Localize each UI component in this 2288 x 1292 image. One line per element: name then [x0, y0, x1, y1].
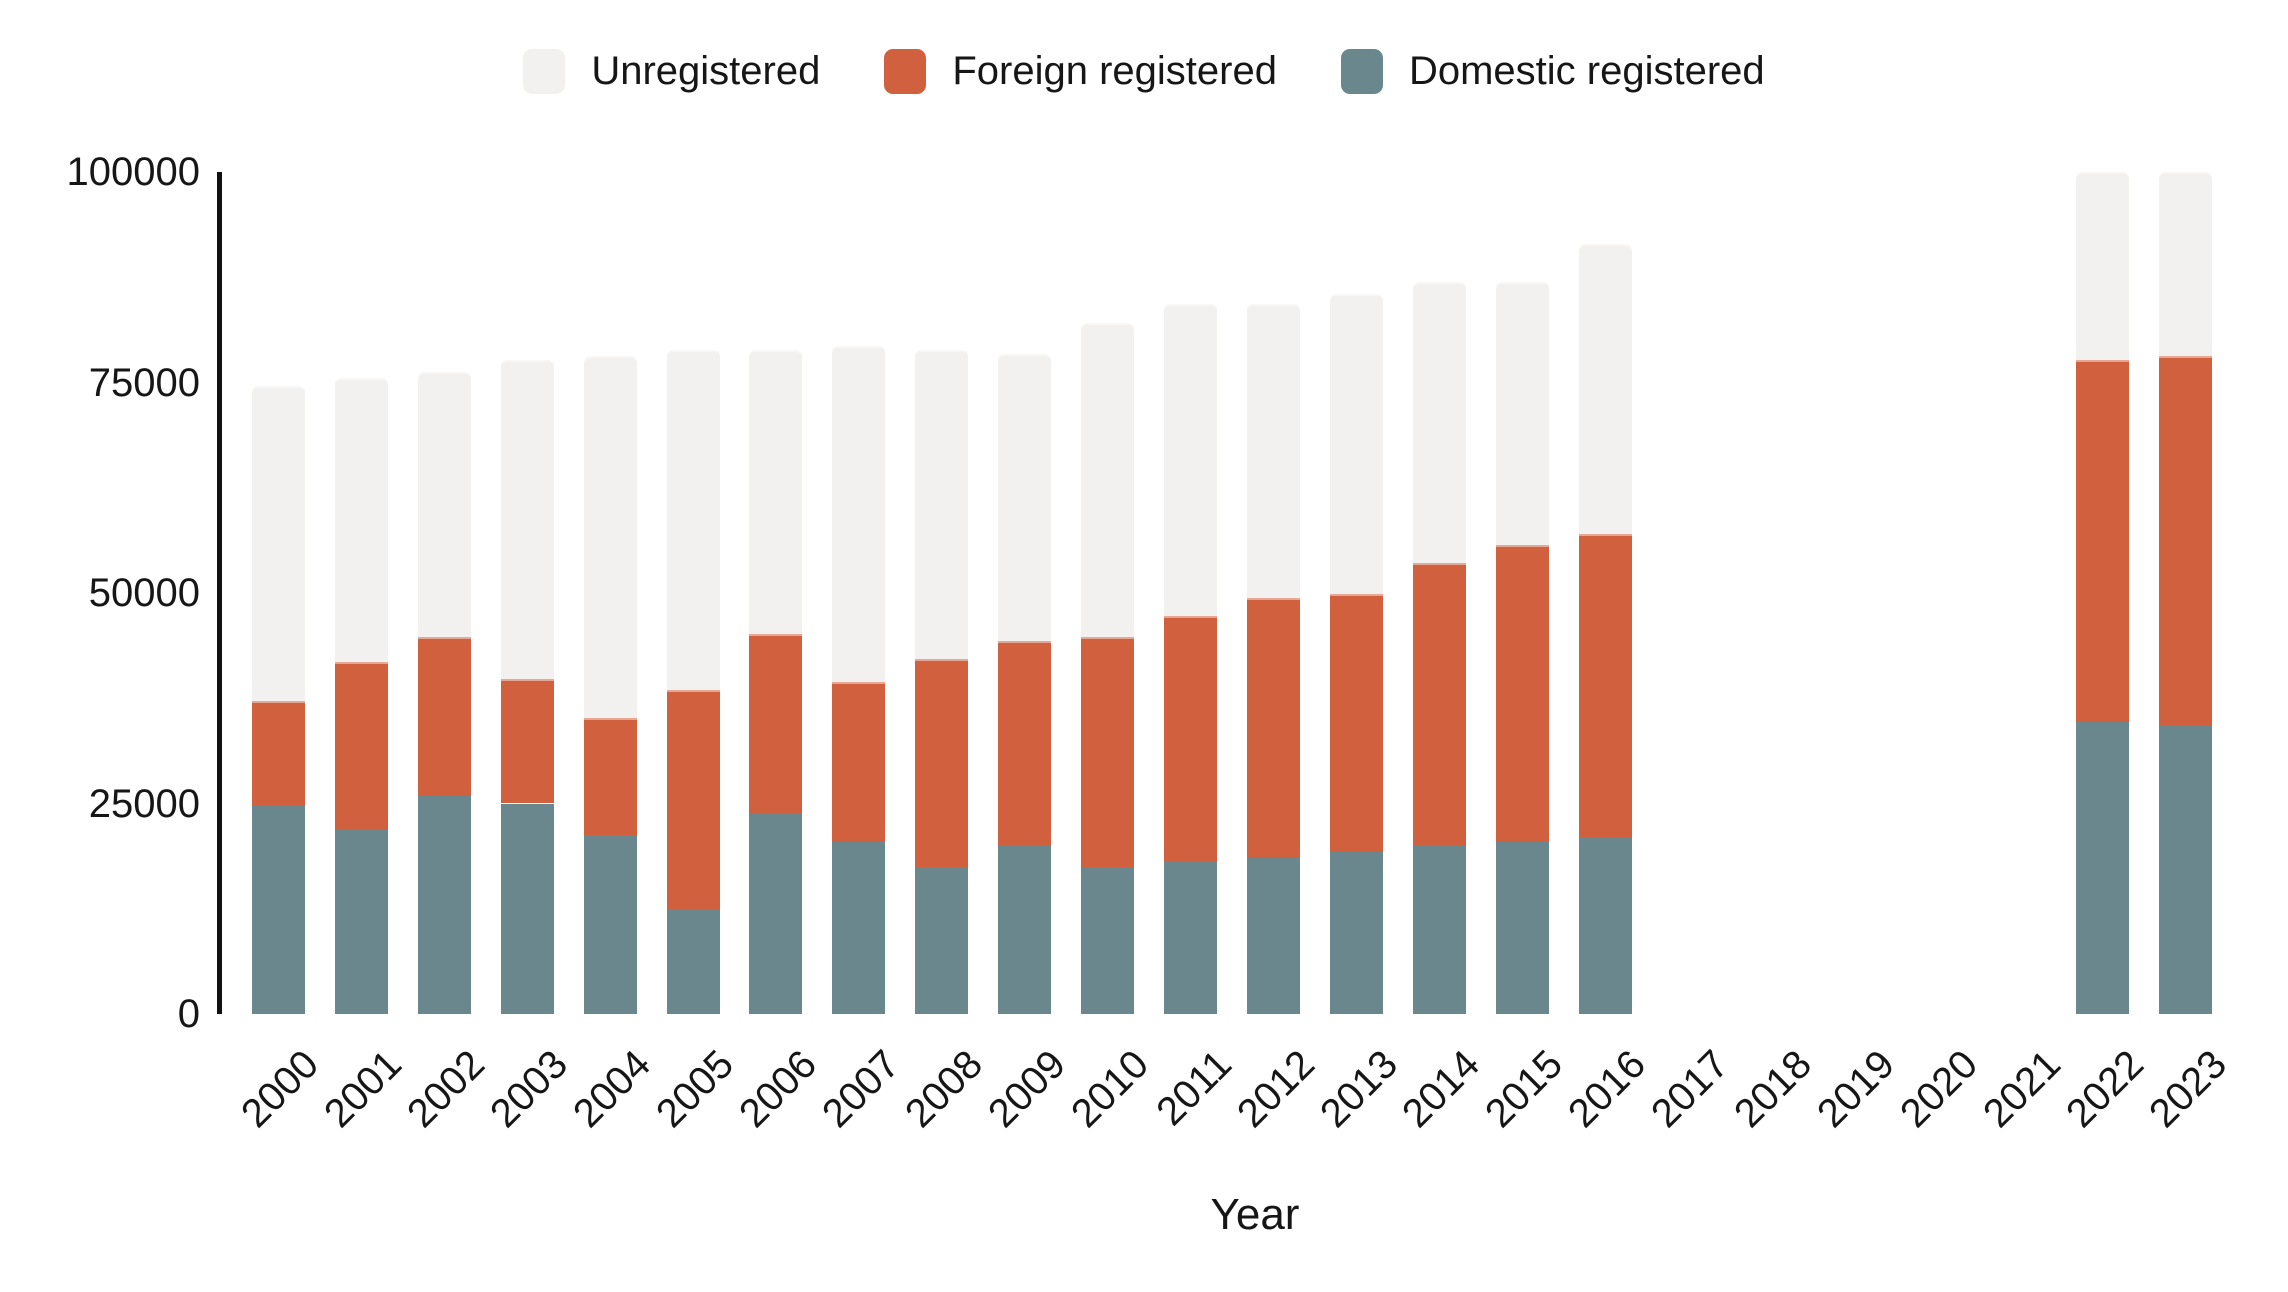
x-axis-title: Year [1210, 1190, 1300, 1239]
bar-2005-unregistered [666, 349, 720, 690]
bar-2003-domestic-registered [500, 803, 554, 1014]
bar-2015-foreign-registered [1495, 545, 1549, 843]
bar-2009-domestic-registered [998, 845, 1052, 1014]
y-tick-label-0: 0 [177, 992, 200, 1036]
legend-swatch-foreign-registered [884, 48, 927, 94]
bar-2003-unregistered [500, 359, 554, 679]
x-tick-label-2000: 2000 [233, 1042, 328, 1137]
bar-2013-domestic-registered [1330, 852, 1384, 1014]
x-tick-label-2009: 2009 [979, 1042, 1074, 1137]
bar-2022-unregistered [2076, 172, 2130, 360]
bar-2000-domestic-registered [251, 806, 305, 1014]
bar-2009-foreign-registered [998, 640, 1052, 846]
bar-2016-domestic-registered [1578, 838, 1632, 1014]
bar-2016-unregistered [1578, 244, 1632, 535]
bar-2002-domestic-registered [417, 795, 471, 1014]
bar-2005-foreign-registered [666, 689, 720, 910]
bar-2012-foreign-registered [1247, 598, 1301, 857]
bar-2000-foreign-registered [251, 700, 305, 807]
x-tick-label-2019: 2019 [1809, 1042, 1904, 1137]
y-tick-label-75000: 75000 [88, 360, 200, 405]
legend-item-foreign-registered: Foreign registered [884, 48, 1277, 94]
legend-swatch-domestic-registered [1340, 48, 1383, 94]
x-tick-label-2018: 2018 [1726, 1042, 1821, 1137]
x-tick-label-2020: 2020 [1892, 1042, 1987, 1137]
legend-label: Unregistered [591, 49, 821, 93]
x-tick-label-2015: 2015 [1477, 1042, 1572, 1137]
legend-swatch-unregistered [523, 48, 566, 94]
bar-2000-unregistered [251, 385, 305, 701]
bar-2015-domestic-registered [1495, 842, 1549, 1014]
bar-2009-unregistered [998, 353, 1052, 641]
x-tick-label-2016: 2016 [1560, 1042, 1655, 1137]
bar-2013-foreign-registered [1330, 593, 1384, 853]
bar-2010-unregistered [1081, 322, 1135, 637]
x-tick-label-2002: 2002 [399, 1042, 494, 1137]
bar-2014-foreign-registered [1412, 562, 1466, 845]
bar-2004-unregistered [583, 356, 637, 718]
x-tick-label-2014: 2014 [1394, 1042, 1489, 1137]
x-tick-label-2004: 2004 [565, 1042, 660, 1137]
bar-2023-foreign-registered [2159, 356, 2213, 727]
bar-2002-unregistered [417, 371, 471, 637]
bar-2001-foreign-registered [334, 662, 388, 829]
bar-2007-foreign-registered [832, 682, 886, 843]
bar-2013-unregistered [1330, 294, 1384, 594]
x-tick-label-2008: 2008 [896, 1042, 991, 1137]
x-tick-label-2011: 2011 [1147, 1042, 1240, 1134]
bar-2004-domestic-registered [583, 834, 637, 1014]
bar-2007-domestic-registered [832, 842, 886, 1014]
bar-2008-foreign-registered [915, 658, 969, 868]
legend-item-domestic-registered: Domestic registered [1340, 48, 1765, 94]
bar-2022-foreign-registered [2076, 359, 2130, 722]
x-tick-label-2006: 2006 [731, 1042, 826, 1137]
x-tick-label-2003: 2003 [482, 1042, 577, 1137]
bar-2006-unregistered [749, 349, 803, 635]
bar-2022-domestic-registered [2076, 721, 2130, 1014]
x-tick-label-2021: 2021 [1975, 1042, 2070, 1137]
bar-2010-foreign-registered [1081, 636, 1135, 868]
legend-item-unregistered: Unregistered [523, 48, 820, 94]
bar-2014-domestic-registered [1412, 844, 1466, 1014]
bar-2001-unregistered [334, 378, 388, 663]
bar-2001-domestic-registered [334, 828, 388, 1014]
legend-label: Domestic registered [1408, 49, 1765, 93]
x-tick-label-2017: 2017 [1643, 1042, 1738, 1137]
bar-2003-foreign-registered [500, 678, 554, 804]
bar-2004-foreign-registered [583, 717, 637, 835]
y-tick-label-50000: 50000 [88, 571, 200, 615]
bar-2012-unregistered [1247, 304, 1301, 599]
bar-2011-unregistered [1164, 304, 1218, 616]
bar-2006-foreign-registered [749, 634, 803, 815]
x-tick-label-2023: 2023 [2141, 1042, 2236, 1137]
y-tick-label-25000: 25000 [88, 781, 200, 826]
x-tick-label-2013: 2013 [1311, 1042, 1406, 1137]
bar-2008-domestic-registered [915, 867, 969, 1014]
x-tick-label-2012: 2012 [1228, 1042, 1323, 1137]
bar-2011-foreign-registered [1164, 615, 1218, 861]
bar-2014-unregistered [1412, 282, 1466, 563]
bar-2008-unregistered [915, 349, 969, 659]
bar-2010-domestic-registered [1081, 867, 1135, 1014]
bar-2002-foreign-registered [417, 636, 471, 796]
bar-2006-domestic-registered [749, 814, 803, 1014]
bar-2015-unregistered [1495, 282, 1549, 545]
bar-2016-foreign-registered [1578, 534, 1632, 838]
x-tick-label-2007: 2007 [813, 1042, 909, 1137]
bar-2005-domestic-registered [666, 909, 720, 1014]
y-tick-label-100000: 100000 [66, 150, 200, 194]
legend-label: Foreign registered [952, 49, 1277, 93]
x-tick-label-2022: 2022 [2058, 1042, 2153, 1137]
bar-2007-unregistered [832, 346, 886, 683]
bar-2023-unregistered [2159, 172, 2213, 357]
x-tick-label-2010: 2010 [1062, 1042, 1157, 1137]
bar-2012-domestic-registered [1247, 856, 1301, 1014]
y-axis-line [217, 172, 222, 1014]
bar-2011-domestic-registered [1164, 860, 1218, 1014]
x-tick-label-2005: 2005 [648, 1042, 743, 1137]
x-tick-label-2001: 2001 [316, 1042, 411, 1137]
legend: Unregistered Foreign registered Domestic r… [0, 48, 2288, 94]
bar-2023-domestic-registered [2159, 726, 2213, 1014]
